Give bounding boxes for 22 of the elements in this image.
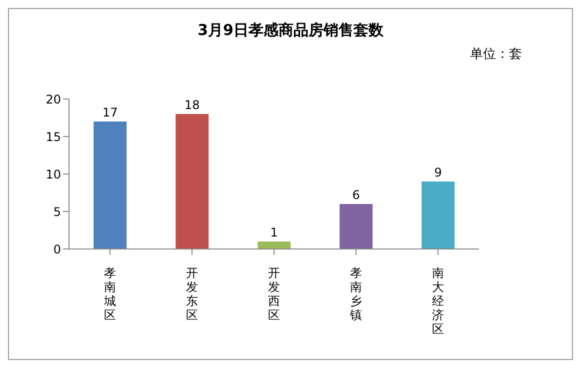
bar bbox=[422, 182, 455, 249]
y-tick-label: 15 bbox=[46, 130, 61, 144]
x-tick-label: 孝南城区 bbox=[103, 266, 116, 322]
y-tick-label: 10 bbox=[46, 167, 61, 182]
data-label: 17 bbox=[102, 106, 118, 120]
x-tick-label: 开发西区 bbox=[268, 266, 280, 322]
data-label: 9 bbox=[434, 166, 442, 180]
data-label: 6 bbox=[352, 188, 360, 202]
x-tick-label: 南大经济区 bbox=[432, 266, 444, 336]
data-label: 1 bbox=[270, 226, 278, 240]
x-tick-label: 孝南乡镇 bbox=[349, 266, 362, 322]
y-tick-label: 5 bbox=[53, 204, 61, 219]
bar bbox=[258, 242, 291, 249]
bar bbox=[94, 122, 127, 249]
x-tick-label: 开发东区 bbox=[186, 266, 198, 322]
bar bbox=[340, 204, 373, 249]
chart-title: 3月9日孝感商品房销售套数 bbox=[196, 21, 384, 40]
y-tick-label: 0 bbox=[53, 242, 61, 256]
y-tick-label: 20 bbox=[46, 92, 61, 106]
text: 单位：套 bbox=[470, 46, 522, 63]
data-label: 18 bbox=[184, 98, 200, 112]
bar bbox=[176, 114, 209, 249]
